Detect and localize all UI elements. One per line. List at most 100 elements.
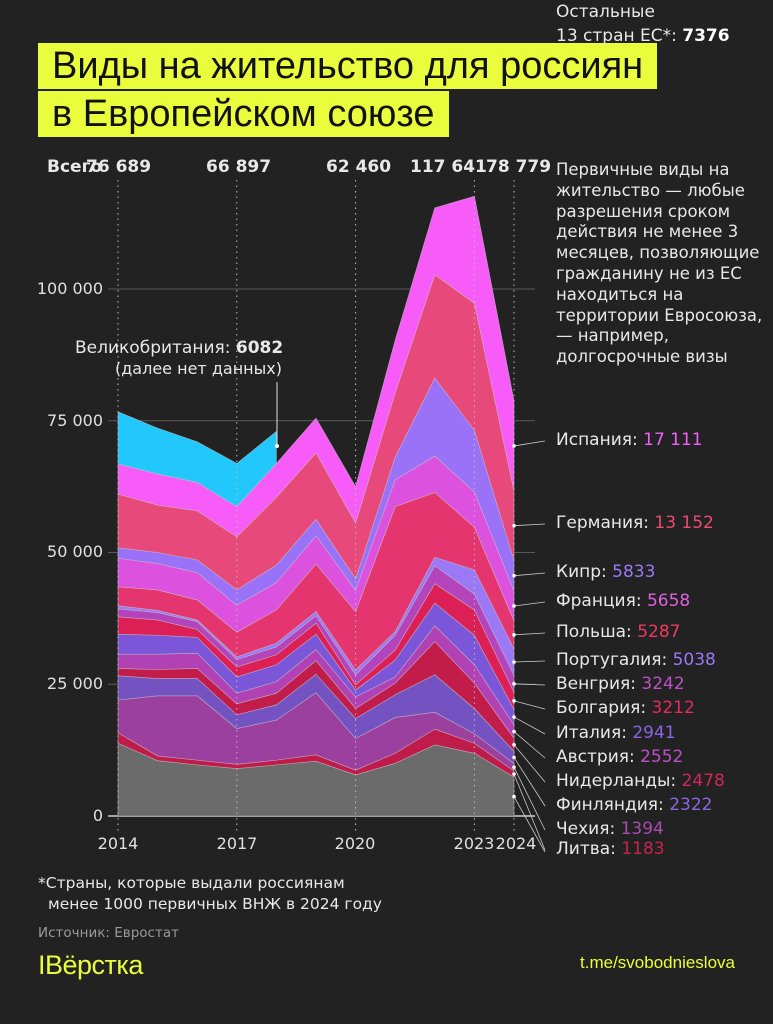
total-2017: 66 897 bbox=[206, 157, 272, 177]
total-2014: 76 689 bbox=[86, 157, 152, 177]
leader-dot bbox=[512, 715, 516, 719]
series-label-name-2: 13 стран ЕС*: bbox=[556, 26, 683, 46]
series-label: Литва: 1183 bbox=[556, 839, 665, 859]
series-label-name: Финляндия bbox=[556, 795, 659, 815]
y-tick-label: 25 000 bbox=[47, 674, 103, 693]
title-line-1: Виды на жительство для россиян bbox=[38, 43, 658, 89]
series-label: Венгрия: 3242 bbox=[556, 674, 685, 694]
series-label-name: Австрия bbox=[556, 747, 629, 767]
leader-dot bbox=[512, 660, 516, 664]
series-label: Италия: 2941 bbox=[556, 723, 676, 743]
logo: IВёрстка bbox=[38, 950, 143, 980]
leader-line bbox=[513, 572, 546, 577]
leader-line bbox=[513, 773, 546, 851]
leader-line bbox=[513, 744, 546, 783]
leader-line bbox=[513, 660, 546, 663]
x-tick-label: 2023 bbox=[453, 834, 495, 853]
uk-leader-dot bbox=[275, 444, 279, 448]
series-label-value: 1394 bbox=[620, 819, 664, 839]
leader-dot bbox=[512, 729, 516, 734]
series-label-value: 2941 bbox=[632, 723, 676, 743]
series-label-name: Литва bbox=[556, 839, 611, 859]
leader-dot bbox=[512, 699, 516, 703]
leader-dot bbox=[512, 794, 516, 799]
x-tick-label: 2024 bbox=[495, 834, 537, 853]
footnote-line-2: менее 1000 первичных ВНЖ в 2024 году bbox=[48, 895, 382, 913]
x-tick-label: 2020 bbox=[334, 834, 376, 853]
series-label-name: Остальные bbox=[556, 2, 655, 22]
series-label: Чехия: 1394 bbox=[556, 819, 664, 839]
series-label: Германия: 13 152 bbox=[556, 513, 714, 533]
series-label-name: Испания bbox=[556, 430, 632, 450]
series-label: Испания: 17 111 bbox=[556, 430, 703, 450]
leader-dot bbox=[512, 772, 516, 776]
series-label-value: 2478 bbox=[681, 771, 725, 791]
leader-dot bbox=[512, 633, 516, 637]
definition-text: Первичные виды на жительство — любые раз… bbox=[556, 160, 763, 367]
y-tick-label: 0 bbox=[92, 806, 103, 825]
uk-annotation-note: (далее нет данных) bbox=[115, 359, 282, 378]
series-label: Финляндия: 2322 bbox=[556, 795, 713, 815]
series-label-value: 5038 bbox=[672, 650, 716, 670]
series-label-value: 5287 bbox=[637, 622, 681, 642]
series-label-value: 13 152 bbox=[654, 513, 714, 533]
y-tick-label: 75 000 bbox=[47, 411, 103, 430]
leader-dot bbox=[512, 573, 516, 578]
y-tick-label: 100 000 bbox=[36, 279, 103, 298]
leader-line bbox=[513, 796, 546, 853]
series-label-name: Франция bbox=[556, 591, 636, 611]
series-label-name: Венгрия bbox=[556, 674, 631, 694]
series-label-name: Кипр bbox=[556, 562, 602, 582]
series-label-name: Польша bbox=[556, 622, 627, 642]
series-label-value: 17 111 bbox=[643, 430, 703, 450]
series-label-value: 5658 bbox=[646, 591, 691, 611]
series-label-name: Болгария bbox=[556, 698, 641, 718]
channel-link[interactable]: t.me/svobodnieslova bbox=[580, 953, 735, 972]
series-label: Португалия: 5038 bbox=[556, 650, 716, 670]
series-label-name: Португалия bbox=[556, 650, 662, 670]
series-label-value: 5833 bbox=[612, 562, 656, 582]
leader-line bbox=[513, 440, 546, 447]
title-line-2: в Европейском союзе bbox=[38, 91, 449, 137]
leader-dot bbox=[512, 523, 516, 528]
leader-dot bbox=[512, 742, 516, 747]
series-label-value: 7376 bbox=[682, 26, 730, 46]
leader-line bbox=[513, 632, 546, 636]
series-label: Франция: 5658 bbox=[556, 591, 691, 611]
x-tick-label: 2014 bbox=[97, 834, 139, 853]
series-label-name: Германия bbox=[556, 513, 644, 533]
x-tick-label: 2017 bbox=[216, 834, 258, 853]
leader-line bbox=[513, 523, 546, 527]
series-label: Болгария: 3212 bbox=[556, 698, 695, 718]
leader-line bbox=[513, 716, 546, 735]
leader-line bbox=[513, 601, 546, 607]
series-label-name: Италия bbox=[556, 723, 622, 743]
leader-line bbox=[513, 700, 546, 710]
leader-dot bbox=[512, 755, 516, 760]
footnote: *Страны, которые выдали россиянам менее … bbox=[38, 873, 382, 915]
uk-annotation: Великобритания: 6082 bbox=[75, 338, 283, 358]
total-2020: 62 460 bbox=[326, 157, 392, 177]
series-label: Нидерланды: 2478 bbox=[556, 771, 725, 791]
source: Источник: Евростат bbox=[38, 925, 179, 941]
series-label-name: Нидерланды bbox=[556, 771, 671, 791]
series-label-value: 2322 bbox=[669, 795, 713, 815]
series-label-value: 3242 bbox=[641, 674, 685, 694]
series-label-value: 1183 bbox=[621, 839, 665, 859]
series-label-value: 3212 bbox=[651, 698, 695, 718]
total-2023: 117 641 bbox=[410, 157, 487, 177]
leader-line bbox=[513, 767, 546, 831]
total-2024: 78 779 bbox=[486, 157, 552, 177]
leader-line bbox=[513, 757, 546, 807]
totals-label: Всего bbox=[47, 157, 103, 177]
series-label: Кипр: 5833 bbox=[556, 562, 656, 582]
leader-line bbox=[513, 683, 546, 686]
uk-annotation-label: Великобритания: bbox=[75, 338, 236, 358]
series-label-value: 2552 bbox=[640, 747, 684, 767]
y-tick-label: 50 000 bbox=[47, 542, 103, 561]
leader-dot bbox=[512, 682, 516, 686]
series-label: Австрия: 2552 bbox=[556, 747, 684, 767]
series-label-name: Чехия bbox=[556, 819, 610, 839]
series-label: Остальные 13 стран ЕС*: 7376 bbox=[556, 0, 730, 48]
